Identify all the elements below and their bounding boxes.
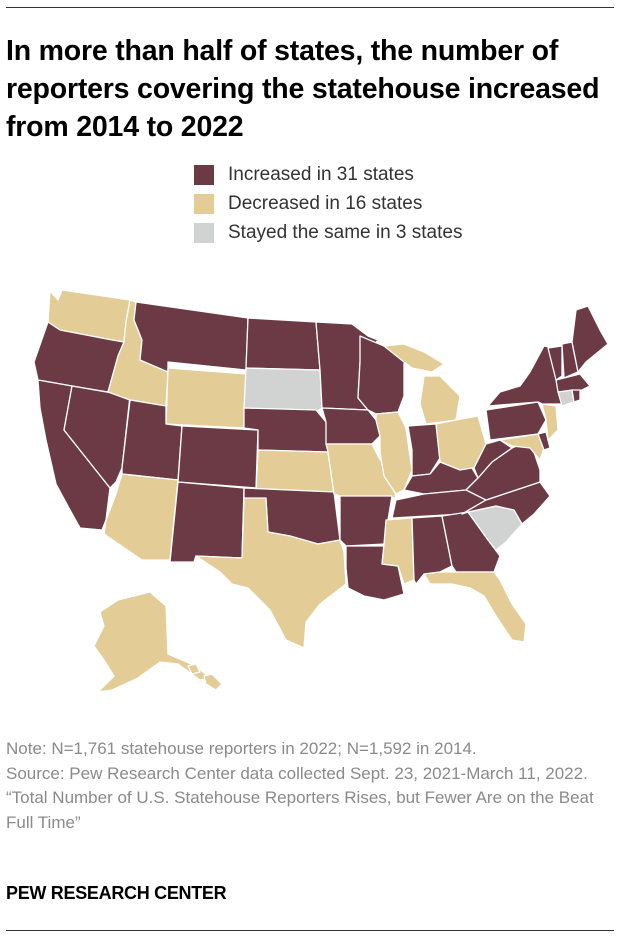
legend-item-same: Stayed the same in 3 states: [194, 218, 462, 247]
state-ia: [321, 407, 381, 445]
brand-logo-text: PEW RESEARCH CENTER: [6, 883, 227, 903]
note-text: Note: N=1,761 statehouse reporters in 20…: [6, 739, 477, 758]
state-nm: [169, 481, 245, 563]
state-co: [177, 425, 259, 489]
citation-text: “Total Number of U.S. Statehouse Reporte…: [6, 788, 594, 832]
state-wv: [473, 439, 513, 479]
state-fl: [423, 571, 527, 643]
legend-label-same: Stayed the same in 3 states: [228, 221, 463, 243]
state-nj: [541, 403, 559, 441]
state-il: [375, 411, 413, 495]
top-rule: [6, 7, 614, 8]
notes-block: Note: N=1,761 statehouse reporters in 20…: [6, 737, 616, 835]
state-vt: [547, 345, 563, 381]
state-ma: [555, 373, 591, 393]
chart-title: In more than half of states, the number …: [6, 35, 600, 143]
bottom-rule: [6, 930, 614, 931]
legend-item-decreased: Decreased in 16 states: [194, 189, 462, 218]
state-mt: [133, 301, 249, 373]
us-states-map: [33, 289, 609, 693]
state-wy: [165, 367, 247, 429]
legend-label-decreased: Decreased in 16 states: [228, 192, 423, 214]
state-hi: [187, 663, 223, 691]
legend-swatch-increased: [194, 164, 214, 185]
legend: Increased in 31 states Decreased in 16 s…: [194, 160, 462, 247]
legend-swatch-decreased: [194, 193, 214, 214]
state-ks: [255, 449, 335, 495]
state-mo: [325, 443, 397, 499]
state-az: [103, 473, 179, 561]
legend-label-increased: Increased in 31 states: [228, 163, 414, 185]
state-mi-upper: [383, 343, 445, 373]
state-ak: [93, 591, 211, 693]
state-tx: [195, 497, 347, 649]
state-sd: [243, 367, 323, 413]
state-ri: [571, 389, 581, 403]
state-mi: [419, 375, 461, 425]
state-nd: [245, 317, 321, 371]
source-text: Source: Pew Research Center data collect…: [6, 763, 588, 783]
legend-item-increased: Increased in 31 states: [194, 160, 462, 189]
legend-swatch-same: [194, 222, 214, 243]
state-me: [571, 305, 609, 373]
